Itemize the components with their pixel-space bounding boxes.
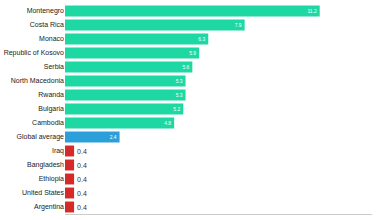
- svg-text:Bulgaria: Bulgaria: [38, 105, 64, 113]
- svg-text:4.8: 4.8: [164, 121, 171, 126]
- svg-text:11.2: 11.2: [307, 9, 316, 14]
- svg-text:Iraq: Iraq: [52, 147, 64, 155]
- svg-text:0.4: 0.4: [77, 148, 87, 155]
- svg-text:5.9: 5.9: [189, 51, 196, 56]
- svg-text:0.4: 0.4: [77, 204, 87, 211]
- svg-text:United States: United States: [22, 189, 65, 196]
- svg-text:Argentina: Argentina: [34, 203, 64, 211]
- svg-text:5.2: 5.2: [173, 107, 180, 112]
- svg-text:Ethiopia: Ethiopia: [39, 175, 64, 183]
- svg-text:7.9: 7.9: [235, 23, 242, 28]
- svg-text:Serbia: Serbia: [44, 63, 64, 70]
- svg-text:Republic of Kosovo: Republic of Kosovo: [4, 49, 64, 57]
- svg-text:5.6: 5.6: [182, 65, 189, 70]
- svg-text:Rwanda: Rwanda: [38, 91, 64, 98]
- svg-text:Cambodia: Cambodia: [32, 119, 64, 126]
- svg-text:North Macedonia: North Macedonia: [11, 77, 64, 84]
- svg-text:6.3: 6.3: [198, 37, 205, 42]
- svg-text:Monaco: Monaco: [39, 35, 64, 42]
- svg-text:5.3: 5.3: [176, 79, 183, 84]
- svg-text:0.4: 0.4: [77, 176, 87, 183]
- svg-text:Montenegro: Montenegro: [27, 7, 64, 15]
- svg-text:Global average: Global average: [17, 133, 65, 141]
- svg-text:Costa Rica: Costa Rica: [30, 21, 64, 28]
- svg-text:2.4: 2.4: [110, 135, 117, 140]
- svg-text:0.4: 0.4: [77, 162, 87, 169]
- svg-text:Bangladesh: Bangladesh: [27, 161, 64, 169]
- svg-text:5.3: 5.3: [176, 93, 183, 98]
- svg-text:0.4: 0.4: [77, 190, 87, 197]
